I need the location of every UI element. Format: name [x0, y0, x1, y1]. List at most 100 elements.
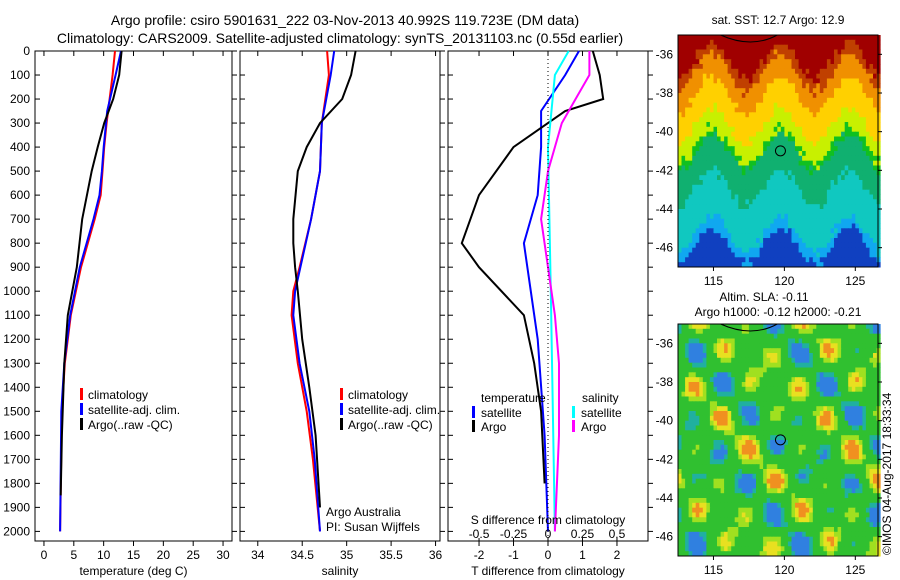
heatmap-cell — [717, 189, 721, 195]
heatmap-cell — [841, 223, 846, 229]
heatmap-cell — [809, 88, 814, 94]
heatmap-cell — [685, 377, 690, 383]
heatmap-cell — [812, 386, 817, 393]
heatmap-cell — [823, 64, 828, 70]
heatmap-cell — [720, 204, 725, 210]
heatmap-cell — [791, 189, 796, 195]
heatmap-cell — [685, 338, 690, 344]
heatmap-cell — [713, 146, 718, 152]
heatmap-cell — [826, 488, 831, 494]
heatmap-cell — [837, 238, 842, 244]
heatmap-cell — [826, 54, 831, 60]
map-y-tick-label: -36 — [656, 47, 674, 61]
heatmap-cell — [763, 328, 768, 335]
heatmap-cell — [802, 454, 807, 460]
heatmap-cell — [862, 348, 867, 354]
heatmap-cell — [873, 97, 877, 104]
heatmap-cell — [805, 425, 810, 431]
heatmap-cell — [812, 175, 817, 181]
heatmap-cell — [858, 324, 863, 330]
heatmap-cell — [809, 459, 814, 465]
heatmap-cell — [812, 49, 817, 55]
heatmap-cell — [770, 122, 775, 128]
y-tick-label: 1600 — [3, 428, 30, 442]
heatmap-cell — [681, 377, 686, 383]
heatmap-cell — [851, 107, 856, 113]
heatmap-cell — [865, 180, 870, 186]
heatmap-cell — [770, 189, 775, 195]
heatmap-cell — [763, 238, 768, 244]
heatmap-cell — [837, 478, 842, 484]
heatmap-cell — [858, 328, 863, 335]
heatmap-cell — [834, 401, 838, 407]
heatmap-cell — [713, 262, 718, 268]
heatmap-cell — [802, 204, 807, 210]
heatmap-cell — [699, 324, 704, 330]
heatmap-cell — [766, 228, 771, 234]
heatmap-cell — [731, 117, 736, 123]
heatmap-cell — [685, 213, 690, 220]
heatmap-cell — [699, 367, 704, 373]
heatmap-cell — [681, 44, 686, 50]
credit-text: ©IMOS 04-Aug-2017 18:33:34 — [880, 392, 894, 555]
heatmap-cell — [826, 247, 831, 253]
heatmap-cell — [841, 44, 846, 50]
heatmap-cell — [741, 233, 746, 239]
heatmap-cell — [841, 430, 846, 436]
heatmap-cell — [777, 117, 782, 123]
heatmap-cell — [727, 488, 732, 494]
heatmap-cell — [752, 372, 757, 378]
heatmap-cell — [745, 328, 750, 335]
heatmap-cell — [812, 141, 817, 147]
heatmap-cell — [692, 449, 697, 455]
heatmap-cell — [841, 151, 846, 157]
heatmap-cell — [837, 348, 842, 354]
heatmap-cell — [819, 333, 824, 339]
heatmap-cell — [844, 242, 849, 249]
heatmap-cell — [869, 223, 874, 229]
heatmap-cell — [851, 362, 856, 368]
heatmap-cell — [724, 391, 729, 397]
heatmap-cell — [724, 199, 729, 205]
heatmap-cell — [787, 44, 792, 50]
heatmap-cell — [678, 415, 682, 422]
heatmap-cell — [727, 175, 732, 181]
heatmap-cell — [865, 199, 870, 205]
heatmap-cell — [876, 357, 881, 364]
heatmap-cell — [816, 469, 821, 475]
heatmap-cell — [834, 454, 838, 460]
heatmap-cell — [748, 102, 753, 108]
heatmap-cell — [805, 44, 810, 50]
heatmap-cell — [823, 146, 828, 152]
heatmap-cell — [678, 473, 682, 480]
heatmap-cell — [752, 382, 757, 388]
heatmap-cell — [741, 151, 746, 157]
heatmap-cell — [855, 97, 860, 104]
heatmap-cell — [876, 189, 881, 195]
heatmap-cell — [752, 54, 757, 60]
heatmap-cell — [798, 247, 803, 253]
heatmap-cell — [678, 131, 682, 137]
heatmap-cell — [777, 257, 782, 263]
heatmap-cell — [834, 49, 838, 55]
heatmap-cell — [681, 209, 686, 215]
heatmap-cell — [752, 102, 757, 108]
heatmap-cell — [699, 444, 704, 451]
heatmap-cell — [809, 411, 814, 417]
heatmap-cell — [702, 469, 707, 475]
heatmap-cell — [699, 112, 704, 118]
heatmap-cell — [816, 136, 821, 142]
heatmap-cell — [692, 473, 697, 480]
heatmap-cell — [873, 146, 877, 152]
heatmap-cell — [802, 175, 807, 181]
heatmap-cell — [695, 170, 700, 176]
heatmap-cell — [787, 391, 792, 397]
heatmap-cell — [858, 83, 863, 89]
heatmap-cell — [876, 151, 881, 157]
heatmap-cell — [770, 213, 775, 220]
heatmap-cell — [770, 454, 775, 460]
heatmap-cell — [706, 126, 711, 133]
heatmap-cell — [752, 228, 757, 234]
heatmap-cell — [862, 209, 867, 215]
heatmap-cell — [738, 440, 743, 446]
